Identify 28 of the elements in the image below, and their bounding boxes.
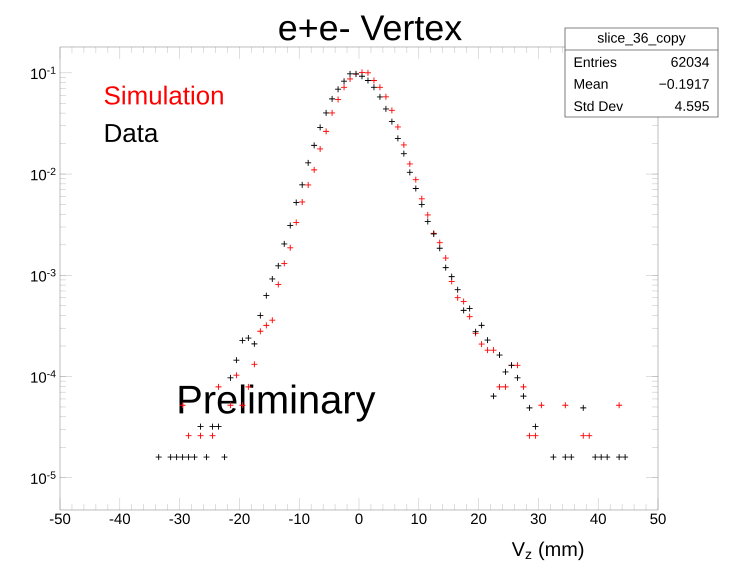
y-tick-label: 10$^{-5}$ <box>31 471 56 484</box>
chart-title: e+e- Vertex <box>279 15 462 40</box>
x-tick-label: -30 <box>169 514 190 524</box>
text: 62034 <box>671 57 710 67</box>
x-axis-title: V$_{z}$ (mm) <box>512 542 584 560</box>
x-tick-label: 10 <box>412 514 427 524</box>
text: 4.595 <box>674 101 709 111</box>
y-tick-label: 10$^{-1}$ <box>31 66 56 80</box>
y-tick-label: 10$^{-2}$ <box>31 168 56 180</box>
x-tick-label: -20 <box>229 514 250 524</box>
text: −0.1917 <box>659 79 709 89</box>
text: Simulation <box>104 86 223 105</box>
annotation: Mean <box>574 79 608 89</box>
text: slice_36_copy <box>598 32 686 46</box>
annotation: Entries <box>574 56 616 68</box>
x-tick-label: 30 <box>530 514 546 524</box>
x-tick-label: -50 <box>50 514 70 524</box>
annotation: Std Dev <box>574 100 624 112</box>
x-tick-label: 20 <box>471 514 486 524</box>
text: Data <box>106 124 158 142</box>
x-tick-label: 40 <box>590 514 606 524</box>
x-tick-label: 50 <box>650 514 666 524</box>
annotation: Preliminary <box>180 384 376 422</box>
x-tick-label: 0 <box>355 514 363 524</box>
y-tick-label: 10$^{-3}$ <box>31 268 56 282</box>
x-tick-label: -40 <box>110 514 130 524</box>
x-tick-label: -10 <box>289 514 310 524</box>
y-tick-label: 10$^{-4}$ <box>31 370 56 383</box>
